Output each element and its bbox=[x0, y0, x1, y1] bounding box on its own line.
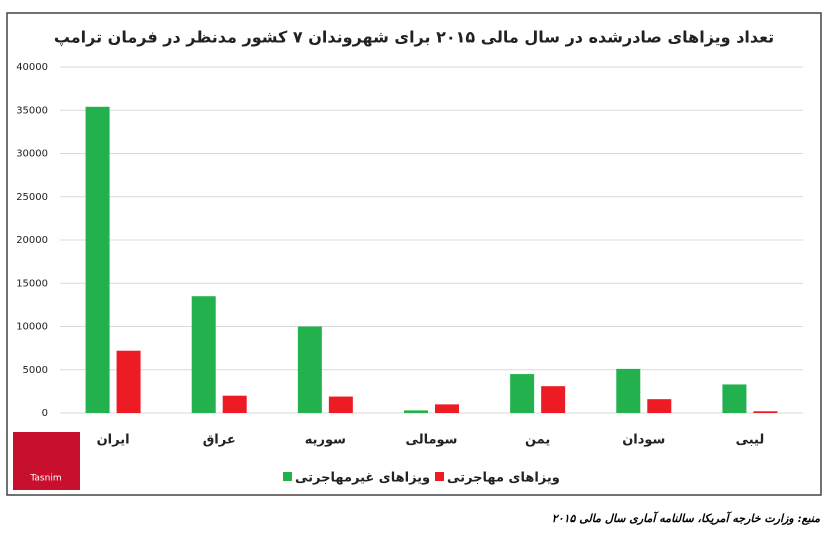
y-tick-label: 5000 bbox=[23, 365, 48, 376]
chart: تعداد ویزاهای صادرشده در سال مالی ۲۰۱۵ ب… bbox=[6, 12, 822, 496]
legend-label: ویزاهای مهاجرتی bbox=[447, 471, 560, 486]
x-tick-label: سودان bbox=[622, 433, 665, 448]
bar bbox=[404, 410, 428, 413]
logo-text: Tasnim bbox=[29, 474, 61, 484]
bar bbox=[541, 386, 566, 413]
bar bbox=[435, 404, 459, 413]
bar bbox=[616, 368, 641, 413]
bar bbox=[328, 396, 353, 413]
y-tick-label: 30000 bbox=[16, 149, 48, 160]
x-tick-label: سومالی bbox=[406, 433, 458, 448]
y-tick-label: 10000 bbox=[16, 322, 48, 333]
y-tick-label: 20000 bbox=[16, 235, 48, 246]
chart-title: تعداد ویزاهای صادرشده در سال مالی ۲۰۱۵ ب… bbox=[54, 28, 774, 48]
bar bbox=[297, 326, 322, 413]
y-tick-label: 40000 bbox=[16, 62, 48, 73]
bar bbox=[222, 395, 247, 413]
legend-swatch bbox=[435, 472, 444, 481]
x-tick-label: ایران bbox=[97, 433, 130, 448]
source-note: منبع: وزارت خارجه آمریکا، سالنامه آماری … bbox=[551, 512, 820, 525]
x-tick-label: یمن bbox=[525, 433, 550, 448]
y-tick-label: 0 bbox=[42, 408, 48, 419]
bar bbox=[753, 411, 778, 413]
chart-frame bbox=[6, 12, 822, 496]
x-tick-label: لیبی bbox=[736, 433, 765, 448]
y-tick-label: 35000 bbox=[16, 105, 48, 116]
bar bbox=[191, 296, 216, 413]
bar bbox=[647, 399, 672, 413]
legend-label: ویزاهای غیرمهاجرتی bbox=[295, 471, 430, 486]
y-tick-label: 15000 bbox=[16, 278, 48, 289]
bar bbox=[510, 374, 535, 413]
bar bbox=[116, 350, 141, 413]
legend-swatch bbox=[283, 472, 292, 481]
bar bbox=[722, 384, 747, 413]
x-tick-label: سوریه bbox=[305, 433, 346, 448]
y-tick-label: 25000 bbox=[16, 192, 48, 203]
x-tick-label: عراق bbox=[203, 433, 236, 448]
logo-box bbox=[13, 432, 80, 490]
bar bbox=[85, 106, 110, 413]
